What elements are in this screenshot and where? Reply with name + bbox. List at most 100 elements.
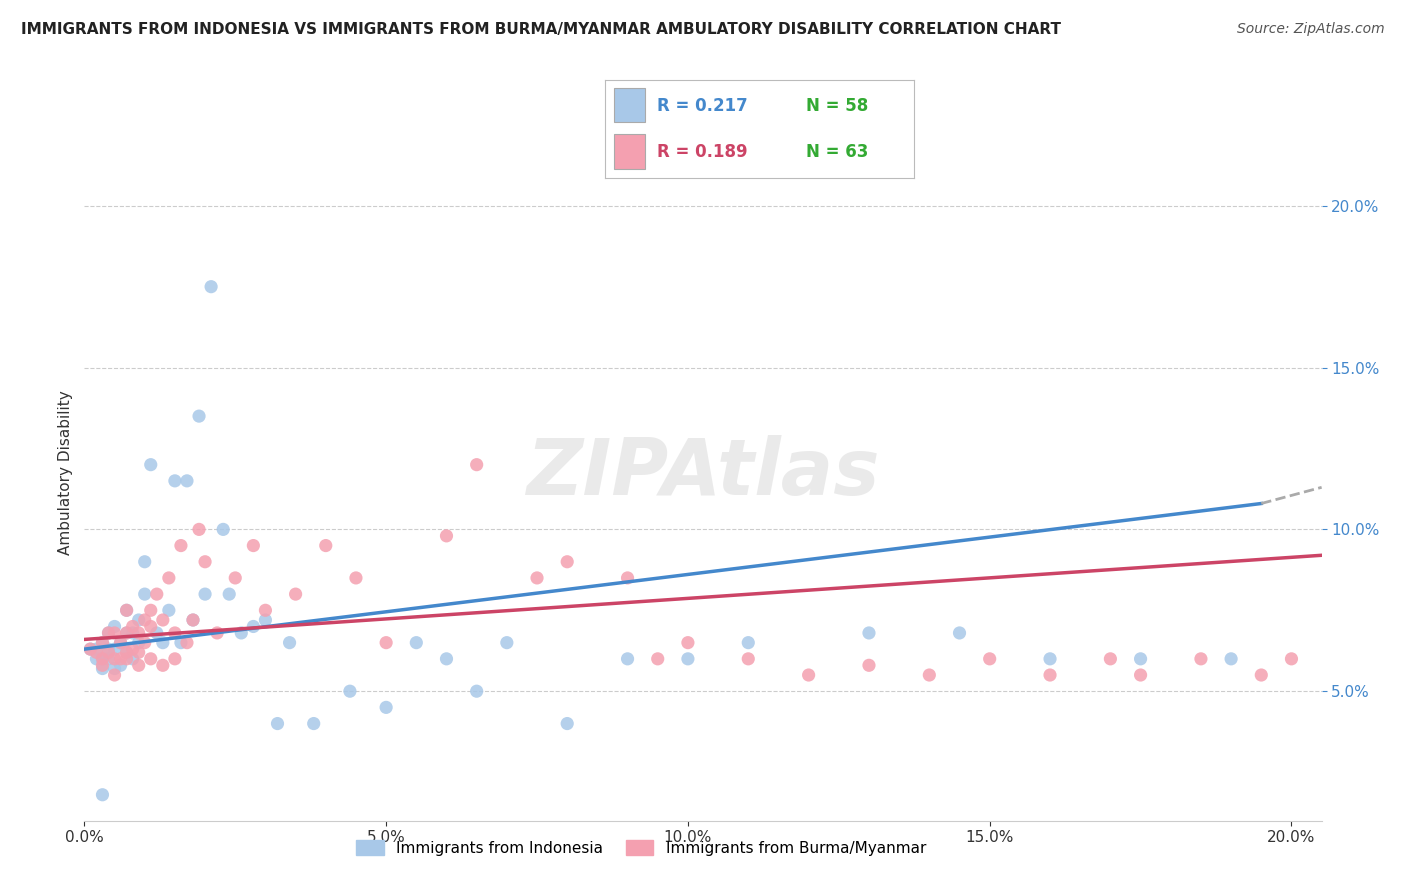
Point (110, 652, 132, 666)
Point (163, 652, 186, 666)
Point (405, 635, 427, 649)
Point (858, 626, 880, 640)
Point (212, 522, 235, 536)
Point (465, 458, 488, 472)
Point (1220, 652, 1243, 666)
Text: N = 58: N = 58 (806, 97, 868, 115)
Point (194, 555, 217, 569)
Bar (614, 88, 645, 122)
Point (737, 635, 759, 649)
Point (110, 635, 132, 649)
Point (1039, 652, 1062, 666)
Point (218, 587, 240, 601)
Point (918, 668, 941, 682)
Point (302, 716, 325, 731)
Point (103, 668, 125, 682)
Point (97, 652, 120, 666)
Point (176, 474, 198, 488)
Y-axis label: Ambulatory Disability: Ambulatory Disability (58, 391, 73, 555)
Point (1281, 652, 1303, 666)
Text: N = 63: N = 63 (806, 143, 868, 161)
Point (115, 626, 138, 640)
Point (91, 658, 114, 673)
Point (176, 635, 198, 649)
Point (115, 603, 138, 617)
Bar (614, 134, 645, 169)
Point (128, 645, 150, 659)
Point (676, 635, 699, 649)
Point (242, 539, 264, 553)
Text: IMMIGRANTS FROM INDONESIA VS IMMIGRANTS FROM BURMA/MYANMAR AMBULATORY DISABILITY: IMMIGRANTS FROM INDONESIA VS IMMIGRANTS … (21, 22, 1062, 37)
Point (339, 684, 361, 698)
Point (1189, 652, 1212, 666)
Point (224, 571, 246, 585)
Point (152, 613, 174, 627)
Point (163, 474, 186, 488)
Point (103, 652, 125, 666)
Point (152, 658, 174, 673)
Point (115, 652, 138, 666)
Point (555, 716, 578, 731)
Point (181, 613, 204, 627)
Point (266, 716, 288, 731)
Point (103, 642, 125, 657)
Point (79, 642, 101, 657)
Point (495, 635, 517, 649)
Text: R = 0.189: R = 0.189 (657, 143, 748, 161)
Text: Source: ZipAtlas.com: Source: ZipAtlas.com (1237, 22, 1385, 37)
Point (128, 635, 150, 649)
Point (152, 635, 174, 649)
Point (188, 409, 211, 424)
Point (278, 635, 301, 649)
Point (737, 652, 759, 666)
Point (676, 652, 699, 666)
Point (128, 613, 150, 627)
Point (188, 522, 211, 536)
Point (170, 635, 193, 649)
Text: R = 0.217: R = 0.217 (657, 97, 748, 115)
Point (616, 652, 638, 666)
Point (1250, 668, 1272, 682)
Point (231, 626, 253, 640)
Point (91, 652, 114, 666)
Point (170, 539, 193, 553)
Point (465, 684, 488, 698)
Point (436, 652, 458, 666)
Point (115, 603, 138, 617)
Point (115, 645, 138, 659)
Point (1129, 652, 1152, 666)
Point (139, 652, 162, 666)
Point (121, 619, 143, 633)
Point (115, 626, 138, 640)
Point (979, 652, 1001, 666)
Point (121, 626, 143, 640)
Point (157, 571, 180, 585)
Point (1099, 652, 1122, 666)
Point (200, 279, 222, 293)
Point (948, 626, 970, 640)
Point (91, 661, 114, 675)
Point (146, 587, 169, 601)
Point (134, 587, 156, 601)
Point (97, 626, 120, 640)
Point (139, 619, 162, 633)
Point (91, 652, 114, 666)
Point (254, 613, 277, 627)
Point (157, 603, 180, 617)
Point (555, 555, 578, 569)
Point (647, 652, 669, 666)
Point (205, 626, 228, 640)
Point (91, 788, 114, 802)
Point (97, 626, 120, 640)
Point (86, 645, 108, 659)
Point (128, 626, 150, 640)
Point (242, 619, 264, 633)
Point (86, 652, 108, 666)
Point (254, 603, 277, 617)
Point (315, 539, 337, 553)
Point (375, 700, 398, 714)
Point (134, 635, 156, 649)
Point (86, 642, 108, 657)
Point (110, 658, 132, 673)
Text: ZIPAtlas: ZIPAtlas (526, 434, 880, 511)
